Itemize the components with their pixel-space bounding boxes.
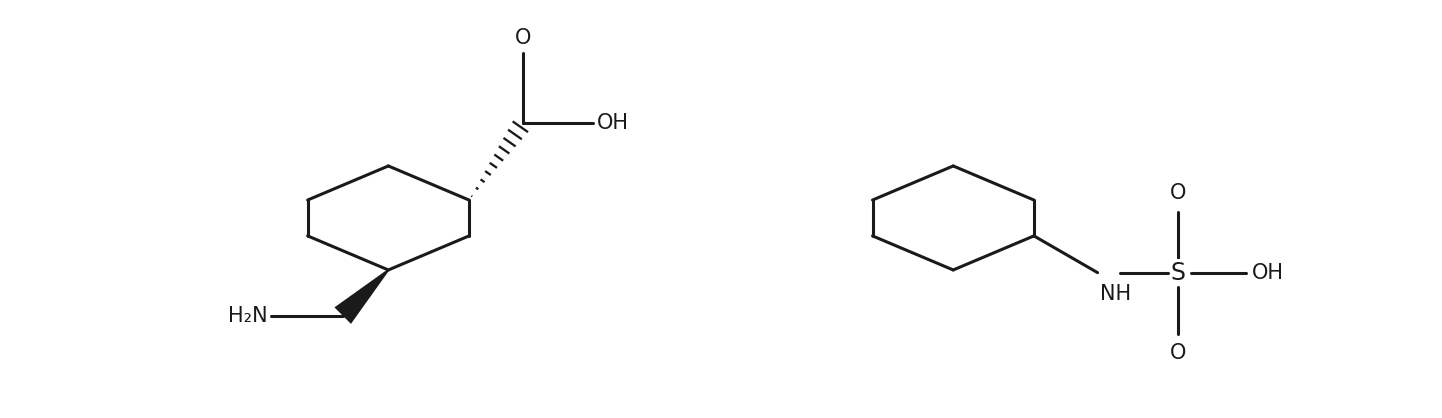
- Text: O: O: [515, 28, 531, 48]
- Text: OH: OH: [1252, 263, 1283, 283]
- Text: S: S: [1171, 261, 1185, 285]
- Text: O: O: [1169, 183, 1187, 203]
- Polygon shape: [335, 269, 389, 324]
- Text: NH: NH: [1100, 284, 1132, 304]
- Text: OH: OH: [597, 113, 629, 133]
- Text: O: O: [1169, 343, 1187, 362]
- Text: H₂N: H₂N: [228, 306, 267, 326]
